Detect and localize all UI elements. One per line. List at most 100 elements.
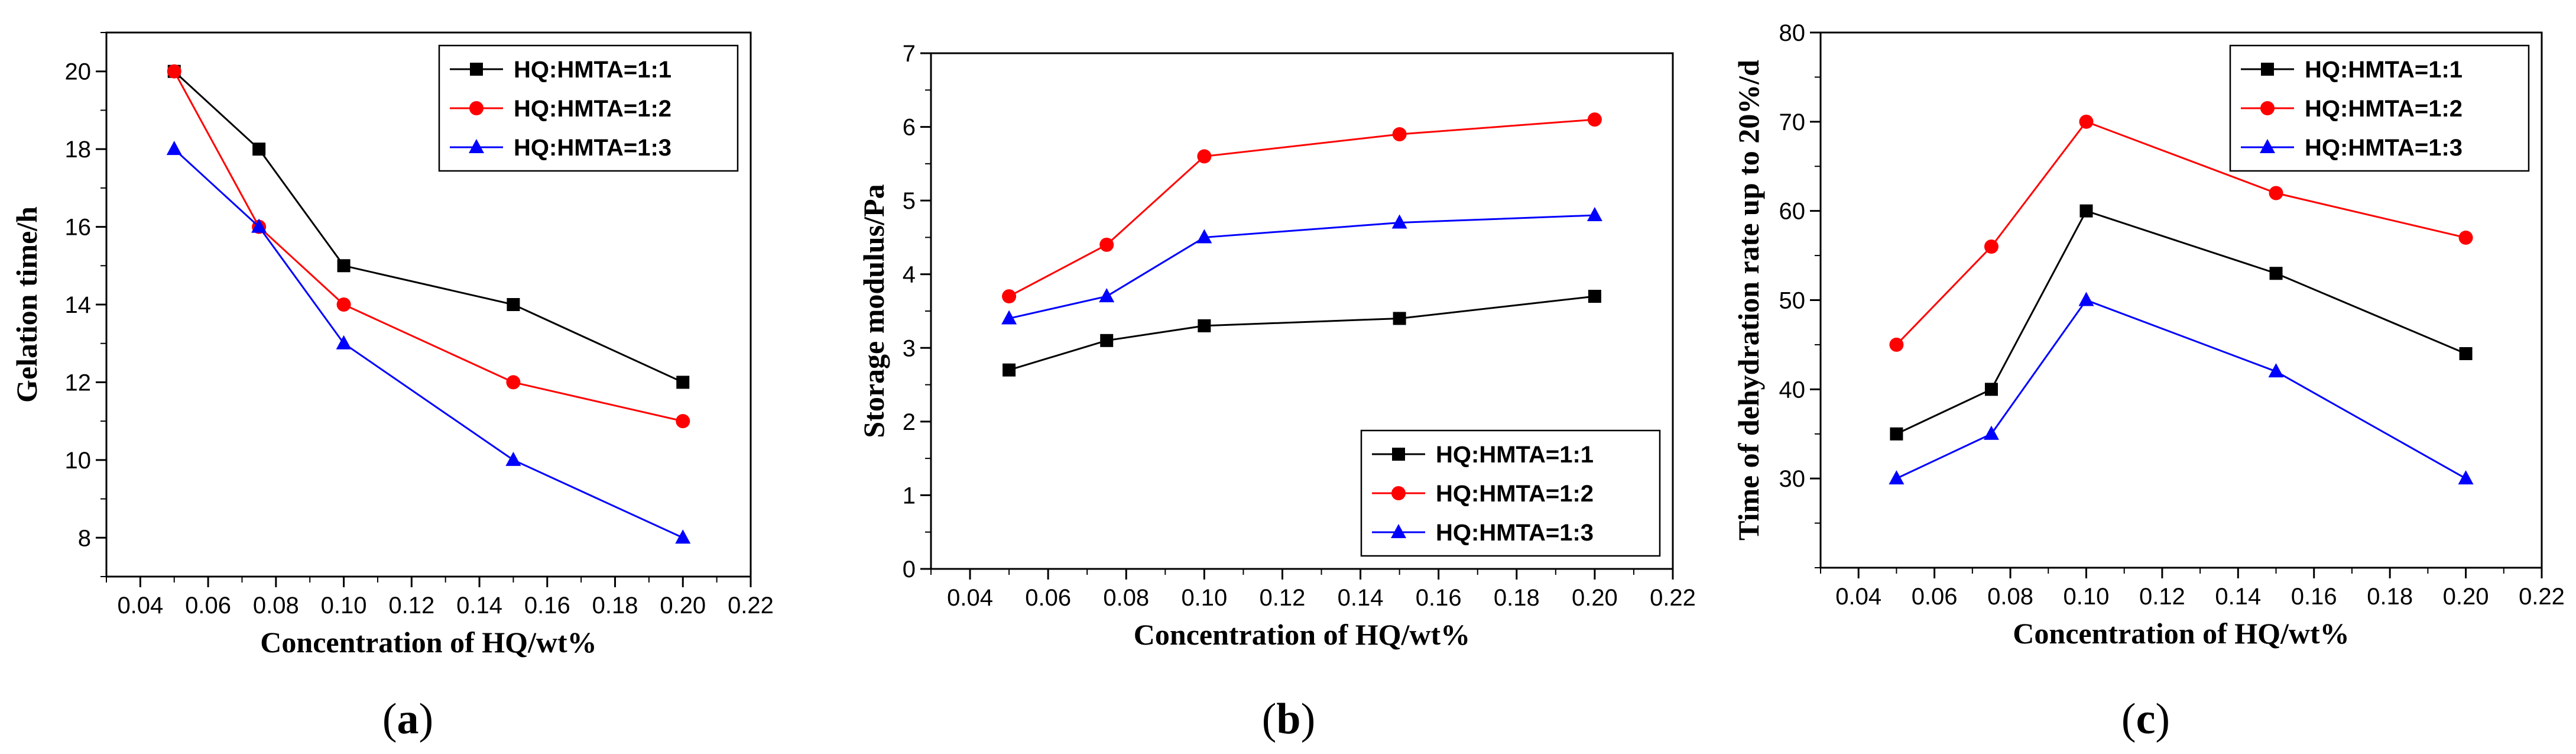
x-tick-label: 0.20 bbox=[1572, 585, 1618, 611]
y-tick-label: 6 bbox=[903, 115, 916, 141]
legend-label: HQ:HMTA=1:1 bbox=[1436, 442, 1594, 468]
data-point bbox=[1198, 319, 1211, 332]
data-point bbox=[1889, 470, 1905, 485]
legend: HQ:HMTA=1:1 HQ:HMTA=1:2 HQ:HMTA=1:3 bbox=[2229, 44, 2530, 172]
data-point bbox=[1003, 363, 1016, 377]
data-point bbox=[676, 414, 690, 429]
x-tick-label: 0.04 bbox=[1835, 584, 1881, 610]
data-point bbox=[1984, 383, 1998, 396]
data-point bbox=[1100, 334, 1114, 347]
panel-label: (c) bbox=[2121, 695, 2170, 743]
data-point bbox=[506, 375, 521, 390]
y-axis-title: Time of dehydration rate up to 20%/d bbox=[1732, 60, 1765, 541]
x-tick-label: 0.18 bbox=[1494, 585, 1540, 611]
data-point bbox=[1889, 337, 1904, 352]
data-point bbox=[1001, 310, 1017, 325]
series-1 bbox=[1003, 290, 1601, 377]
x-tick-label: 0.16 bbox=[2291, 584, 2337, 610]
series-line bbox=[1896, 209, 2467, 435]
x-tick-label: 0.22 bbox=[1650, 585, 1696, 611]
x-axis-title: Concentration of HQ/wt% bbox=[2013, 617, 2349, 650]
data-point bbox=[252, 143, 266, 156]
y-tick-label: 30 bbox=[1779, 466, 1806, 492]
x-tick-label: 0.08 bbox=[1987, 584, 2033, 610]
y-tick-label: 18 bbox=[65, 137, 92, 163]
data-point bbox=[1391, 214, 1407, 229]
legend-marker bbox=[1391, 524, 1406, 538]
y-tick-label: 8 bbox=[78, 525, 91, 551]
legend-marker bbox=[1391, 486, 1406, 500]
legend-marker bbox=[469, 139, 484, 153]
y-tick-label: 16 bbox=[65, 215, 92, 241]
x-axis-title: Concentration of HQ/wt% bbox=[260, 626, 596, 659]
data-point bbox=[2458, 230, 2473, 245]
data-point bbox=[2268, 363, 2284, 378]
data-point bbox=[2079, 114, 2094, 129]
y-tick-label: 0 bbox=[903, 556, 916, 583]
data-point bbox=[336, 335, 352, 350]
x-tick-label: 0.04 bbox=[117, 593, 163, 619]
data-point bbox=[1099, 237, 1114, 252]
data-point bbox=[1099, 288, 1115, 303]
y-axis-title: Gelation time/h bbox=[10, 206, 43, 403]
legend-marker bbox=[469, 101, 484, 115]
data-point bbox=[166, 141, 182, 156]
legend-label: HQ:HMTA=1:3 bbox=[2305, 135, 2463, 161]
legend-marker bbox=[2260, 101, 2275, 115]
data-point bbox=[2458, 470, 2474, 485]
panel-label: (a) bbox=[382, 695, 433, 743]
data-point bbox=[507, 298, 520, 311]
x-tick-label: 0.08 bbox=[253, 593, 299, 619]
y-tick-label: 4 bbox=[903, 262, 916, 288]
series-2 bbox=[1002, 112, 1602, 304]
x-tick-label: 0.06 bbox=[185, 593, 231, 619]
x-tick-label: 0.14 bbox=[2215, 584, 2261, 610]
y-tick-label: 10 bbox=[65, 448, 92, 474]
x-tick-label: 0.16 bbox=[524, 593, 570, 619]
x-tick-label: 0.18 bbox=[2367, 584, 2413, 610]
legend-label: HQ:HMTA=1:1 bbox=[2305, 57, 2463, 83]
legend-label: HQ:HMTA=1:3 bbox=[514, 135, 671, 161]
data-point bbox=[336, 297, 351, 312]
data-point bbox=[2269, 267, 2283, 280]
x-tick-label: 0.14 bbox=[456, 593, 502, 619]
x-tick-label: 0.12 bbox=[388, 593, 434, 619]
data-point bbox=[1983, 425, 1999, 440]
series-2 bbox=[1889, 114, 2473, 352]
series-line bbox=[1008, 295, 1595, 371]
x-tick-label: 0.10 bbox=[321, 593, 367, 619]
y-tick-label: 60 bbox=[1779, 199, 1806, 225]
x-tick-label: 0.06 bbox=[1025, 585, 1071, 611]
legend-marker bbox=[1392, 448, 1405, 461]
y-tick-label: 20 bbox=[65, 59, 92, 85]
panel-label: (b) bbox=[1262, 695, 1315, 743]
x-tick-label: 0.18 bbox=[592, 593, 638, 619]
y-tick-label: 3 bbox=[903, 335, 916, 361]
x-axis-title: Concentration of HQ/wt% bbox=[1134, 618, 1470, 651]
data-point bbox=[675, 529, 691, 544]
data-point bbox=[2079, 204, 2093, 218]
y-tick-label: 70 bbox=[1779, 109, 1806, 135]
data-point bbox=[2078, 292, 2094, 306]
legend: HQ:HMTA=1:1 HQ:HMTA=1:2 HQ:HMTA=1:3 bbox=[1360, 429, 1661, 557]
x-tick-label: 0.08 bbox=[1103, 585, 1149, 611]
y-tick-label: 7 bbox=[903, 41, 916, 67]
data-point bbox=[1587, 112, 1602, 127]
data-point bbox=[1984, 240, 1998, 254]
y-tick-label: 40 bbox=[1779, 377, 1806, 403]
y-tick-label: 14 bbox=[65, 292, 92, 318]
series-1 bbox=[1890, 204, 2473, 441]
x-tick-label: 0.20 bbox=[2443, 584, 2489, 610]
data-point bbox=[1002, 289, 1017, 304]
data-point bbox=[2269, 186, 2283, 200]
data-point bbox=[1197, 149, 1212, 164]
x-tick-label: 0.14 bbox=[1338, 585, 1384, 611]
chart-panel-c: 0.04 0.06 0.08 0.10 0.12 0.14 0.16 0.18 0.20 0.22… bbox=[1732, 20, 2565, 743]
x-tick-label: 0.10 bbox=[2064, 584, 2110, 610]
series-line bbox=[1008, 118, 1595, 297]
data-point bbox=[1392, 127, 1407, 142]
series-2 bbox=[167, 64, 690, 429]
data-point bbox=[676, 376, 690, 389]
y-tick-label: 2 bbox=[903, 409, 916, 435]
legend: HQ:HMTA=1:1 HQ:HMTA=1:2 HQ:HMTA=1:3 bbox=[438, 44, 739, 172]
